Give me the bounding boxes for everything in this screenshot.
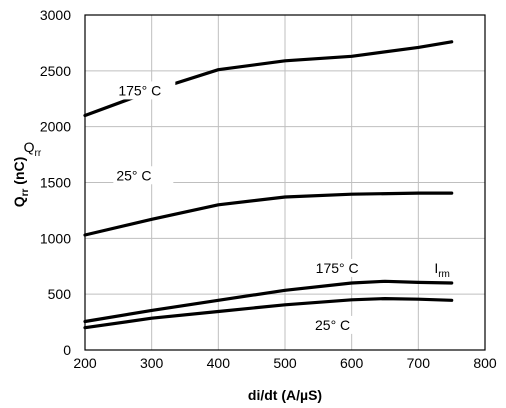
x-tick-label: 400	[207, 355, 231, 371]
y-tick-label: 2000	[40, 119, 71, 135]
annotation-subscript: rm	[438, 269, 450, 280]
y-tick-label: 1000	[40, 230, 71, 246]
annotation-text: 25° C	[315, 317, 350, 333]
annotation-text: I	[434, 260, 438, 276]
annotation-text: 175° C	[316, 260, 359, 276]
x-tick-label: 500	[273, 355, 297, 371]
annotation-subscript: rr	[35, 148, 42, 159]
y-axis-title-sub: rr	[20, 189, 31, 197]
annotation-label: 25° C	[315, 317, 350, 333]
x-tick-label: 800	[473, 355, 497, 371]
y-tick-label: 500	[48, 286, 72, 302]
series-line-1	[83, 191, 454, 237]
annotation-bg	[115, 81, 176, 100]
y-tick-label: 0	[63, 342, 71, 358]
annotation-bg	[113, 166, 174, 185]
x-tick-label: 300	[140, 355, 164, 371]
series-line-2	[83, 279, 454, 324]
y-tick-label: 3000	[40, 7, 71, 23]
plot-frame	[84, 14, 486, 351]
series-line-3	[83, 297, 454, 330]
annotation-label: Qrr	[24, 139, 42, 159]
x-tick-label: 200	[73, 355, 97, 371]
annotation-text: Q	[24, 139, 35, 155]
annotation-bg	[312, 315, 372, 334]
y-axis-title-main: Q	[11, 196, 27, 207]
y-tick-label: 1500	[40, 175, 71, 191]
y-tick-label: 2500	[40, 63, 71, 79]
annotation-label: Irm	[434, 260, 450, 280]
x-tick-label: 700	[407, 355, 431, 371]
annotation-bg	[312, 258, 373, 277]
annotation-text: 175° C	[118, 82, 161, 98]
x-tick-label: 600	[340, 355, 364, 371]
y-axis-title: Qrr (nC)	[11, 157, 31, 208]
annotation-text: 25° C	[116, 167, 151, 183]
y-axis-title-unit: (nC)	[11, 157, 27, 189]
series-line-0	[83, 40, 454, 118]
annotation-label: 25° C	[116, 167, 151, 183]
x-axis-title: di/dt (A/µS)	[248, 387, 322, 403]
tick-label-layer: 200 300 400 500 600 700 800 0 500 1000 1500 2000 250…	[40, 7, 497, 371]
annotation-label: 175° C	[316, 260, 359, 276]
annotation-label: 175° C	[118, 82, 161, 98]
annotation-layer: 175° C Qrr 25° C 175° C Irm 25° C	[24, 81, 450, 334]
